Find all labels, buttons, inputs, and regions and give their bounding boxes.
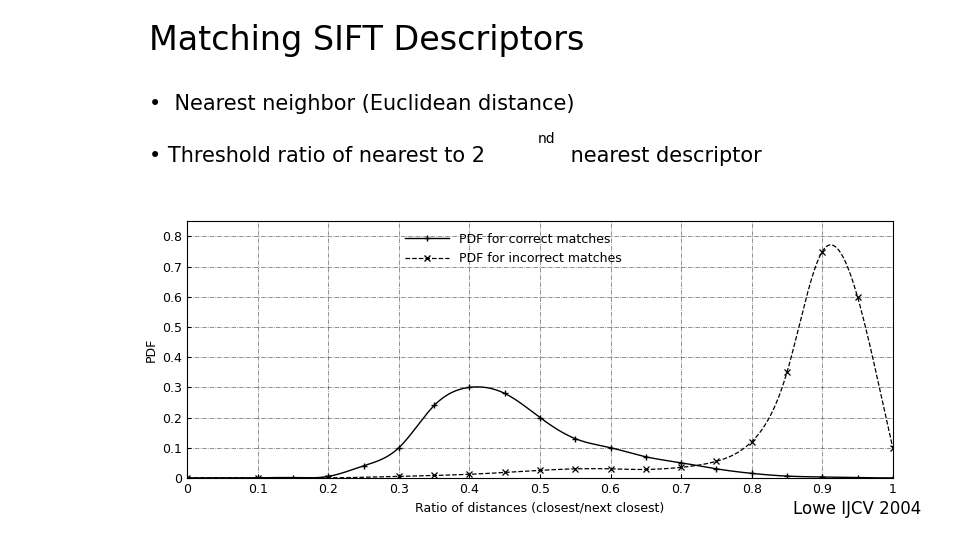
Text: nearest descriptor: nearest descriptor [564,146,762,166]
Text: • Threshold ratio of nearest to 2: • Threshold ratio of nearest to 2 [149,146,485,166]
Y-axis label: PDF: PDF [145,338,158,362]
Text: Lowe IJCV 2004: Lowe IJCV 2004 [793,501,922,518]
X-axis label: Ratio of distances (closest/next closest): Ratio of distances (closest/next closest… [416,501,664,514]
Text: Matching SIFT Descriptors: Matching SIFT Descriptors [149,24,585,57]
Text: nd: nd [538,132,555,146]
Legend: PDF for correct matches, PDF for incorrect matches: PDF for correct matches, PDF for incorre… [405,233,622,265]
Text: •  Nearest neighbor (Euclidean distance): • Nearest neighbor (Euclidean distance) [149,94,574,114]
